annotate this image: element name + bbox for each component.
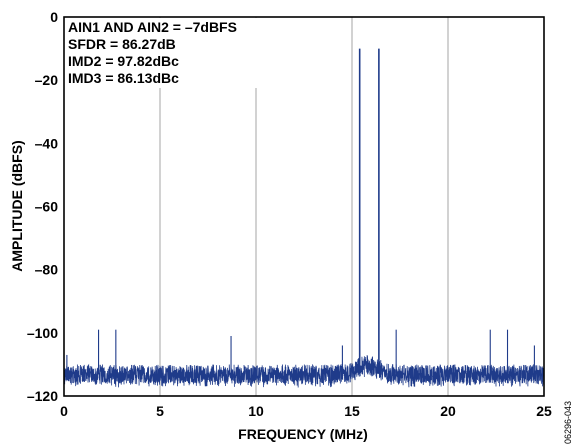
- annotation-line-4: IMD3 = 86.13dBc: [68, 70, 179, 86]
- y-tick-label: –20: [35, 72, 59, 88]
- annotation-line-3: IMD2 = 97.82dBc: [68, 53, 179, 69]
- y-tick-label: –120: [27, 388, 58, 404]
- y-axis-title: AMPLITUDE (dBFS): [9, 140, 25, 271]
- x-tick-label: 0: [60, 403, 68, 419]
- x-tick-label: 5: [156, 403, 164, 419]
- x-axis-title: FREQUENCY (MHz): [238, 426, 368, 442]
- y-tick-labels: 0 –20 –40 –60 –80 –100 –120: [27, 9, 58, 404]
- figure-id: 06296-043: [563, 401, 573, 444]
- spectrum-trace: [63, 329, 545, 388]
- x-tick-labels: 0 5 10 15 20 25: [60, 403, 552, 419]
- y-tick-label: –60: [35, 199, 59, 215]
- x-tick-label: 20: [440, 403, 456, 419]
- x-tick-label: 15: [344, 403, 360, 419]
- annotation-line-2: SFDR = 86.27dB: [68, 36, 176, 52]
- y-tick-label: –100: [27, 325, 58, 341]
- tone-markers: [358, 48, 380, 374]
- noise-floor-trace: [63, 355, 545, 388]
- x-tick-label: 10: [248, 403, 264, 419]
- y-tick-label: –40: [35, 135, 59, 151]
- annotation-line-1: AIN1 AND AIN2 = –7dBFS: [68, 19, 237, 35]
- x-tick-label: 25: [536, 403, 552, 419]
- y-tick-label: 0: [50, 9, 58, 25]
- y-tick-label: –80: [35, 262, 59, 278]
- annotation-background: [65, 18, 265, 88]
- plot-frame: [63, 16, 545, 397]
- annotation-block: AIN1 AND AIN2 = –7dBFS SFDR = 86.27dB IM…: [65, 18, 265, 88]
